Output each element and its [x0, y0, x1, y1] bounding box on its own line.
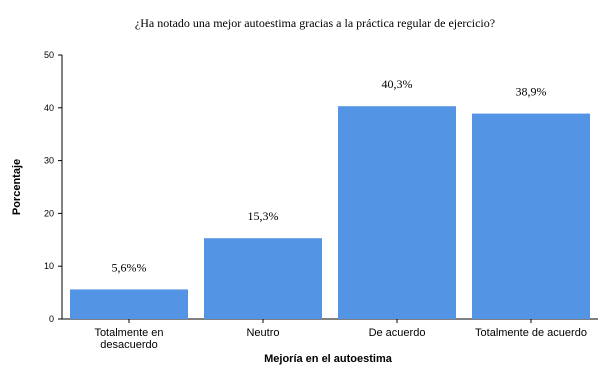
x-tick-label: Totalmente en desacuerdo — [94, 327, 163, 351]
y-tick-label: 30 — [44, 156, 54, 166]
bar-data-label: 40,3% — [382, 77, 413, 91]
y-axis-label: Porcentaje — [11, 159, 23, 215]
bar-data-label: 15,3% — [248, 209, 279, 223]
bar — [70, 289, 188, 319]
x-tick-label: De acuerdo — [369, 327, 426, 339]
x-tick-label: Totalmente de acuerdo — [475, 327, 587, 339]
x-tick-label: Neutro — [246, 327, 279, 339]
y-tick-label: 50 — [44, 50, 54, 60]
bar-data-label: 38,9% — [516, 85, 547, 99]
bar — [472, 113, 590, 319]
bar — [338, 106, 456, 319]
y-tick-label: 40 — [44, 103, 54, 113]
plot-area: 0 10 20 30 40 50 5,6%% Totalmente en desacuerdo 1… — [44, 50, 598, 351]
x-axis-label: Mejoría en el autoestima — [264, 353, 393, 365]
y-tick-label: 20 — [44, 208, 54, 218]
bar-data-label: 5,6%% — [112, 260, 147, 274]
y-tick-label: 0 — [49, 314, 54, 324]
bar — [204, 238, 322, 319]
chart-title: ¿Ha notado una mejor autoestima gracias … — [135, 16, 495, 30]
y-tick-label: 10 — [44, 261, 54, 271]
